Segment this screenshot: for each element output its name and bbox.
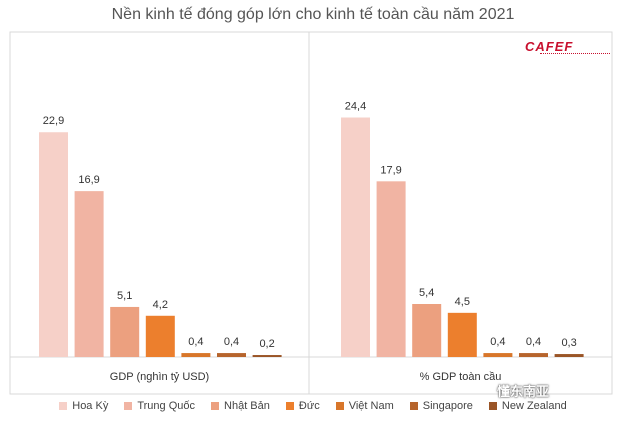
data-label: 22,9 — [43, 115, 64, 127]
chart-title: Nền kinh tế đóng góp lớn cho kinh tế toà… — [111, 6, 515, 23]
legend-swatch — [211, 402, 220, 410]
chart-frame — [9, 31, 613, 395]
legend-item: New Zealand — [488, 400, 567, 412]
data-label: 24,4 — [345, 101, 366, 113]
data-label: 0,2 — [259, 338, 274, 350]
legend-item: Trung Quốc — [124, 400, 195, 412]
legend-swatch — [335, 402, 344, 410]
data-label: 16,9 — [78, 174, 99, 186]
x-axis-label: % GDP toàn cầu — [420, 371, 502, 383]
legend-label: Nhật Bản — [224, 400, 270, 412]
legend-item: Singapore — [409, 400, 473, 412]
legend-swatch — [409, 402, 418, 410]
legend-label: Đức — [298, 400, 320, 412]
bar-share-5 — [519, 353, 548, 357]
bar-share-0 — [341, 117, 370, 357]
bar-share-4 — [483, 353, 513, 357]
bar-gdp-4 — [181, 353, 211, 357]
legend-item: Việt Nam — [335, 400, 394, 412]
bar-gdp-1 — [74, 191, 104, 357]
legend-label: Việt Nam — [348, 400, 394, 412]
bar-gdp-5 — [217, 353, 246, 357]
logo-underline — [540, 53, 610, 56]
data-label: 17,9 — [380, 164, 401, 176]
legend-swatch — [285, 402, 294, 410]
data-label: 4,5 — [455, 296, 470, 308]
legend-swatch — [488, 402, 497, 410]
legend-swatch — [59, 402, 68, 410]
data-label: 0,4 — [490, 336, 505, 348]
legend-label: Trung Quốc — [137, 400, 196, 412]
x-axis-label: GDP (nghìn tỷ USD) — [110, 371, 209, 383]
data-label: 4,2 — [153, 299, 168, 311]
watermark: 懂东南亚 — [497, 384, 550, 399]
data-label: 0,3 — [561, 337, 576, 349]
bar-share-3 — [447, 312, 477, 357]
data-label: 5,1 — [117, 290, 132, 302]
data-label: 0,4 — [526, 336, 541, 348]
bar-gdp-0 — [39, 132, 68, 357]
data-label: 0,4 — [188, 336, 203, 348]
legend-item: Đức — [285, 400, 320, 412]
legend-item: Hoa Kỳ — [59, 400, 108, 412]
legend-item: Nhật Bản — [211, 400, 270, 412]
bar-gdp-6 — [252, 355, 282, 357]
bar-gdp-3 — [145, 315, 175, 357]
legend-label: New Zealand — [501, 400, 567, 412]
bar-share-6 — [554, 354, 584, 357]
legend-swatch — [124, 402, 133, 410]
legend: Hoa Kỳ Trung Quốc Nhật Bản Đức Việt Nam Singa… — [0, 398, 626, 414]
data-label: 5,4 — [419, 287, 434, 299]
bar-share-1 — [376, 181, 406, 357]
legend-label: Hoa Kỳ — [72, 400, 109, 412]
legend-label: Singapore — [422, 400, 473, 412]
bar-gdp-2 — [110, 306, 140, 357]
data-label: 0,4 — [224, 336, 239, 348]
bar-share-2 — [412, 304, 442, 357]
cafef-logo: CAFEF — [525, 39, 574, 54]
